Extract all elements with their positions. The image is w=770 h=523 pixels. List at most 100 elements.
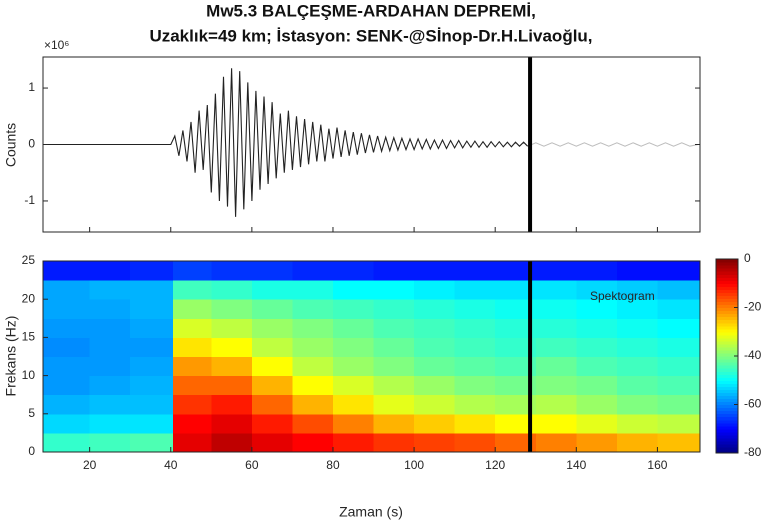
spectrogram-cell — [373, 375, 415, 396]
spectrogram-cell — [89, 261, 131, 281]
spectrogram-cell — [211, 432, 253, 452]
y-tick-label: -1 — [24, 193, 35, 207]
spectrogram-cell — [495, 318, 537, 338]
spectrogram-cell — [43, 299, 91, 319]
title-line: Mw5.3 BALÇEŞME-ARDAHAN DEPREMİ, — [206, 1, 536, 20]
spectrogram-cell — [535, 375, 577, 396]
spectrogram-cell — [616, 432, 658, 452]
spectrogram-cell — [576, 413, 618, 434]
spectrogram-cell — [616, 413, 658, 434]
spectrogram-cell — [576, 356, 618, 377]
spectrogram-cell — [454, 394, 496, 415]
exponent-label: ×10⁶ — [44, 38, 69, 52]
spectrogram-cell — [414, 261, 456, 281]
spectrogram-cell — [292, 356, 334, 377]
colorbar-band — [716, 389, 738, 393]
colorbar-band — [716, 274, 738, 278]
spectrogram-cell — [89, 394, 131, 415]
spectrogram-cell — [373, 280, 415, 300]
spectrogram-cell — [292, 394, 334, 415]
y-tick-label: 25 — [22, 253, 36, 267]
spectrogram-cell — [292, 318, 334, 338]
spectrogram-cell — [576, 318, 618, 338]
spectrogram-cell — [535, 280, 577, 300]
colorbar — [716, 259, 738, 454]
spectrogram-cell — [535, 318, 577, 338]
colorbar-band — [716, 416, 738, 421]
spectrogram-cell — [43, 413, 91, 434]
spectrogram-cell — [373, 413, 415, 434]
spectrogram-cell — [130, 280, 174, 300]
spectrogram-cell — [251, 413, 293, 434]
spectrogram-cell — [43, 261, 91, 281]
y-tick-label: 0 — [28, 444, 35, 458]
y-tick-label: 0 — [28, 137, 35, 151]
spectrogram-cell — [657, 356, 700, 377]
colorbar-band — [716, 313, 738, 318]
spectrogram-cell — [616, 261, 658, 281]
spectrogram-cell — [251, 356, 293, 377]
spectrogram-cell — [454, 375, 496, 396]
spectrogram-cell — [657, 337, 700, 357]
colorbar-band — [716, 271, 738, 275]
spectrogram-cell — [616, 337, 658, 357]
colorbar-tick-label: 0 — [744, 251, 751, 265]
x-tick-label: 100 — [404, 458, 424, 472]
y-axis-label: Frekans (Hz) — [3, 316, 19, 397]
spectrogram-cell — [211, 337, 253, 357]
spectrogram-cell — [373, 299, 415, 319]
spectrogram-cell — [495, 337, 537, 357]
spectrogram-cell — [251, 394, 293, 415]
colorbar-band — [716, 434, 738, 439]
spectrogram-cell — [373, 432, 415, 452]
spectrogram-cell — [535, 356, 577, 377]
spectrogram-cell — [535, 394, 577, 415]
spectrogram-cell — [414, 356, 456, 377]
spectrogram-cell — [130, 337, 174, 357]
spectrogram-cell — [373, 356, 415, 377]
colorbar-band — [716, 310, 738, 315]
colorbar-band — [716, 446, 738, 451]
spectrogram-cell — [616, 280, 658, 300]
colorbar-tick-label: -80 — [744, 445, 762, 459]
colorbar-band — [716, 319, 738, 324]
spectrogram-cell — [576, 299, 618, 319]
spectrogram-cell — [332, 432, 375, 452]
colorbar-band — [716, 437, 738, 442]
spectrogram-cell — [576, 394, 618, 415]
annotation: Spektogram — [590, 289, 655, 303]
spectrogram-cell — [414, 432, 456, 452]
spectrogram-cell — [130, 299, 174, 319]
colorbar-tick-label: -60 — [744, 397, 762, 411]
x-axis-label: Zaman (s) — [339, 504, 403, 520]
colorbar-band — [716, 365, 738, 369]
spectrogram-cell — [89, 432, 131, 452]
spectrogram-cell — [172, 432, 212, 452]
colorbar-band — [716, 422, 738, 427]
spectrogram-cell — [332, 356, 375, 377]
spectrogram-cell — [211, 299, 253, 319]
spectrogram-cell — [172, 356, 212, 377]
spectrogram-cell — [43, 356, 91, 377]
spectrogram-cell — [576, 280, 618, 300]
colorbar-tick-label: -40 — [744, 348, 762, 362]
spectrogram-cell — [495, 356, 537, 377]
plot-area — [45, 68, 699, 217]
spectrogram-cell — [332, 261, 375, 281]
y-tick-label: 5 — [28, 406, 35, 420]
colorbar-band — [716, 298, 738, 303]
colorbar-band — [716, 301, 738, 306]
spectrogram-cell — [251, 261, 293, 281]
spectrogram-cell — [495, 280, 537, 300]
colorbar-band — [716, 431, 738, 436]
colorbar-band — [716, 425, 738, 430]
colorbar-band — [716, 398, 738, 403]
y-axis-label: Counts — [3, 123, 19, 167]
spectrogram-cell — [373, 394, 415, 415]
colorbar-band — [716, 283, 738, 287]
spectrogram-cell — [332, 337, 375, 357]
spectrogram-cell — [535, 261, 577, 281]
colorbar-band — [716, 268, 738, 272]
spectrogram-cell — [373, 261, 415, 281]
x-tick-label: 140 — [566, 458, 586, 472]
